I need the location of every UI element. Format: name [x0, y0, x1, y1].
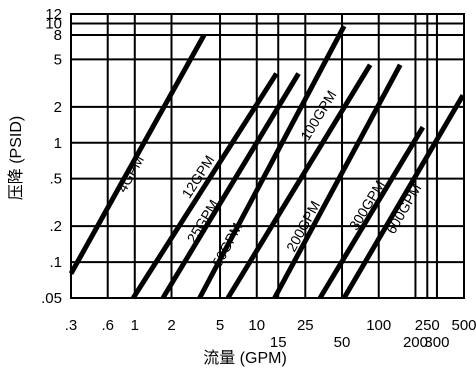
series-line-600gpm — [341, 94, 466, 300]
series-label-4gpm: 4GPM — [114, 153, 147, 195]
series-line-12gpm — [131, 72, 279, 300]
y-tick-label: 8 — [54, 27, 62, 44]
x-tick-label: .3 — [65, 317, 78, 334]
series-line-200gpm — [272, 63, 403, 300]
series-label-100gpm: 100GPM — [297, 88, 339, 144]
x-tick-label: 200 — [403, 334, 428, 351]
x-tick-label: .6 — [101, 317, 114, 334]
x-tick-label: 2 — [167, 317, 175, 334]
y-tick-label: .5 — [49, 171, 62, 188]
x-tick-label: 5 — [216, 317, 224, 334]
y-tick-label: 2 — [54, 99, 62, 116]
series-line-50gpm — [197, 24, 347, 300]
x-tick-label: 1 — [131, 317, 139, 334]
x-tick-label: 500 — [451, 317, 476, 334]
x-tick-label: 25 — [297, 317, 314, 334]
x-tick-label: 300 — [424, 334, 449, 351]
x-tick-label: 50 — [334, 334, 351, 351]
y-tick-label: 1 — [54, 135, 62, 152]
series-label-25gpm: 25GPM — [184, 197, 222, 246]
y-tick-label: .05 — [41, 290, 62, 307]
series-line-100gpm — [225, 63, 373, 300]
y-tick-label: .1 — [49, 254, 62, 271]
series-line-4gpm — [68, 33, 207, 275]
y-tick-label: 12 — [45, 6, 62, 23]
series-lines — [68, 24, 466, 300]
y-tick-label: 10 — [45, 15, 62, 32]
y-tick-label: .2 — [49, 218, 62, 235]
x-tick-label: 10 — [248, 317, 265, 334]
x-tick-label: 100 — [366, 317, 391, 334]
plot-frame — [70, 13, 465, 299]
series-label-600gpm: 600GPM — [383, 181, 425, 237]
x-tick-label: 250 — [415, 317, 440, 334]
x-tick-label: 15 — [270, 334, 287, 351]
y-axis-label: 压降 (PSID) — [7, 116, 25, 200]
x-axis-label: 流量 (GPM) — [203, 349, 287, 367]
series-line-25gpm — [160, 72, 301, 300]
series-line-300gpm — [317, 125, 426, 300]
y-tick-label: 5 — [54, 51, 62, 68]
